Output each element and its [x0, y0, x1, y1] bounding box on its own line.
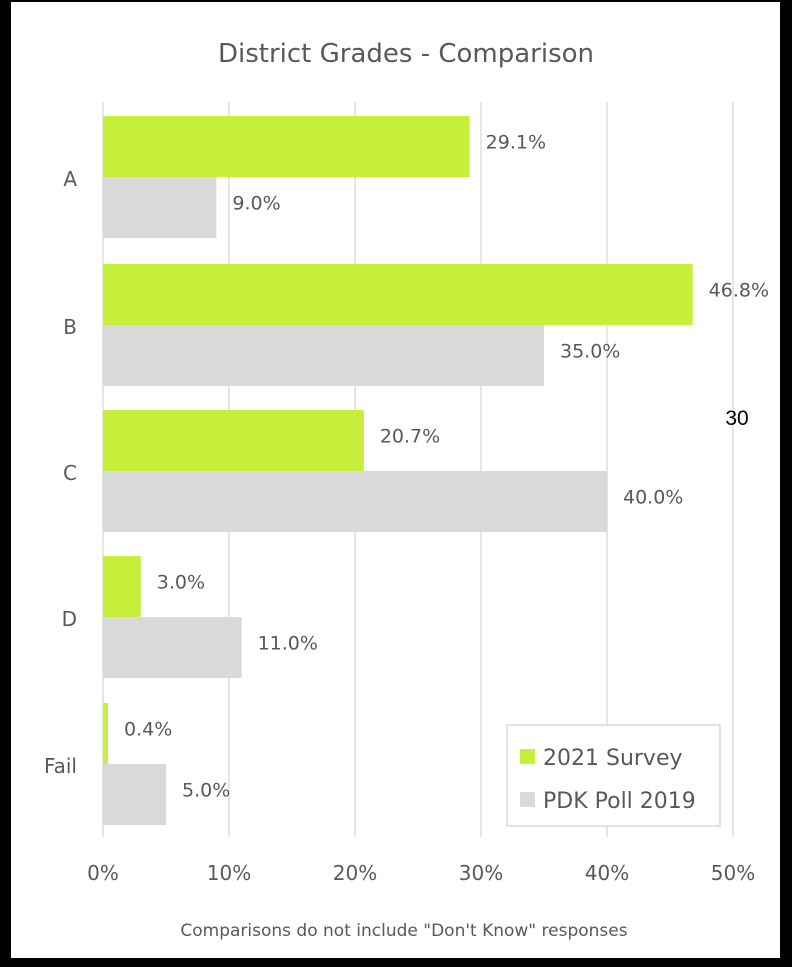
data-label: 9.0% — [232, 193, 280, 215]
bar — [103, 116, 470, 177]
bar — [103, 410, 364, 471]
bar — [103, 617, 242, 678]
data-label: 35.0% — [560, 341, 620, 363]
data-labels: 29.1% 9.0% 46.8% 35.0% 20.7% 40.0% 3.0% 11.0% 0.… — [124, 132, 769, 802]
x-tick-label: 0% — [87, 861, 119, 885]
legend-label-pdk-poll-2019: PDK Poll 2019 — [543, 789, 696, 814]
chart-panel: District Grades - Comparison 29.1% 9.0% 46… — [11, 2, 780, 958]
bar — [103, 177, 217, 238]
legend-swatch-2021-survey — [520, 749, 535, 764]
value-axis: 0% 10% 20% 30% 40% 50% — [87, 861, 755, 885]
x-tick-label: 20% — [333, 861, 377, 885]
bar — [103, 764, 166, 825]
x-tick-label: 10% — [207, 861, 251, 885]
category-label: D — [62, 607, 77, 631]
data-label: 46.8% — [709, 280, 769, 302]
data-label: 11.0% — [258, 633, 318, 655]
bar-chart: District Grades - Comparison 29.1% 9.0% 46… — [44, 39, 769, 941]
legend-swatch-pdk-poll-2019 — [520, 792, 535, 807]
x-tick-label: 30% — [459, 861, 503, 885]
bar — [103, 703, 109, 764]
bars — [103, 116, 693, 825]
bar — [103, 556, 141, 617]
data-label: 0.4% — [124, 719, 172, 741]
bar — [103, 325, 544, 386]
bar — [103, 264, 693, 325]
legend-box — [506, 724, 721, 827]
data-label: 5.0% — [182, 780, 230, 802]
chart-footnote: Comparisons do not include "Don't Know" … — [180, 921, 627, 941]
category-label: A — [63, 167, 77, 191]
data-label: 29.1% — [486, 132, 546, 154]
category-label: Fail — [44, 754, 77, 778]
category-label: B — [63, 315, 77, 339]
stray-annotation: 30 — [725, 407, 748, 430]
category-label: C — [63, 461, 77, 485]
legend: 2021 Survey PDK Poll 2019 — [506, 724, 721, 827]
data-label: 40.0% — [623, 487, 683, 509]
chart-title: District Grades - Comparison — [218, 39, 594, 69]
bar — [103, 471, 607, 532]
x-tick-label: 50% — [711, 861, 755, 885]
category-axis: A B C D Fail — [44, 167, 77, 778]
legend-label-2021-survey: 2021 Survey — [543, 746, 683, 771]
data-label: 3.0% — [157, 572, 205, 594]
data-label: 20.7% — [380, 426, 440, 448]
x-tick-label: 40% — [585, 861, 629, 885]
